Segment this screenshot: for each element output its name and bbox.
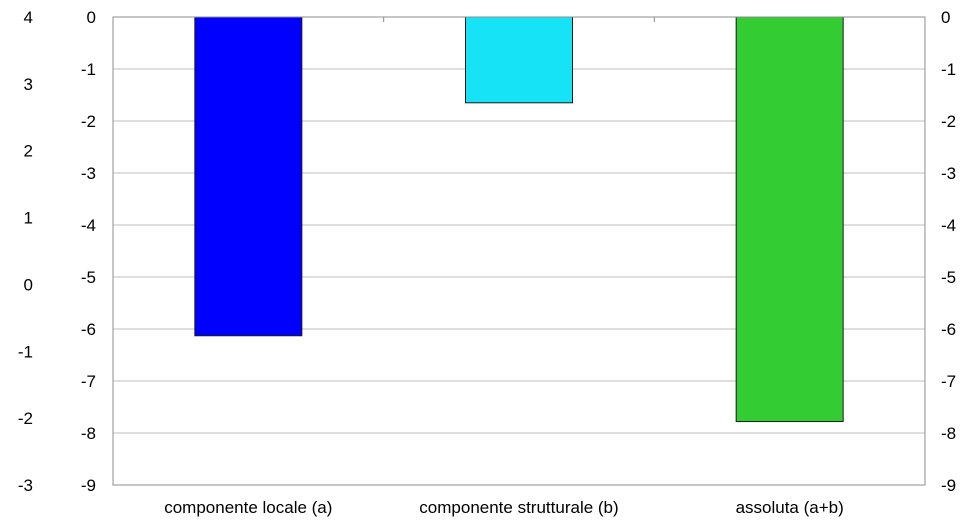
bars [194, 16, 844, 423]
x-category-label: componente strutturale (b) [419, 498, 618, 517]
secondary-y-tick-label: 2 [24, 142, 33, 161]
right-y-tick-label: -4 [941, 216, 956, 235]
y-tick-label: -1 [81, 60, 96, 79]
right-y-tick-label: -7 [941, 372, 956, 391]
right-y-tick-label: 0 [941, 8, 950, 27]
secondary-y-tick-label: -3 [18, 476, 33, 495]
y-tick-label: -2 [81, 112, 96, 131]
right-axis: 0 -1 -2 -3 -4 -5 -6 -7 -8 -9 [941, 8, 956, 495]
y-tick-label: -5 [81, 268, 96, 287]
right-y-tick-label: -3 [941, 164, 956, 183]
right-y-tick-label: -9 [941, 476, 956, 495]
x-axis: componente locale (a) componente struttur… [164, 498, 844, 517]
right-y-tick-label: -8 [941, 424, 956, 443]
x-category-label: assoluta (a+b) [736, 498, 844, 517]
secondary-y-tick-label: 0 [24, 275, 33, 294]
y-tick-label: -6 [81, 320, 96, 339]
secondary-y-tick-label: -1 [18, 342, 33, 361]
y-tick-label: -8 [81, 424, 96, 443]
y-tick-label: -9 [81, 476, 96, 495]
y-axis: 0 -1 -2 -3 -4 -5 -6 -7 -8 -9 [81, 8, 96, 495]
right-y-tick-label: -6 [941, 320, 956, 339]
y-tick-label: -7 [81, 372, 96, 391]
secondary-y-tick-label: -2 [18, 409, 33, 428]
bar [735, 16, 844, 423]
secondary-left-axis: 4 3 2 1 0 -1 -2 -3 [18, 8, 33, 495]
right-y-tick-label: -2 [941, 112, 956, 131]
x-category-label: componente locale (a) [164, 498, 332, 517]
secondary-y-tick-label: 3 [24, 75, 33, 94]
bar [465, 16, 573, 104]
secondary-y-tick-label: 1 [24, 209, 33, 228]
plot-area [112, 16, 926, 486]
right-y-tick-label: -1 [941, 60, 956, 79]
y-tick-label: 0 [87, 8, 96, 27]
x-axis-ticks [383, 17, 655, 22]
bar [194, 16, 303, 337]
y-tick-label: -3 [81, 164, 96, 183]
y-tick-label: -4 [81, 216, 96, 235]
right-y-tick-label: -5 [941, 268, 956, 287]
secondary-y-tick-label: 4 [24, 8, 33, 27]
